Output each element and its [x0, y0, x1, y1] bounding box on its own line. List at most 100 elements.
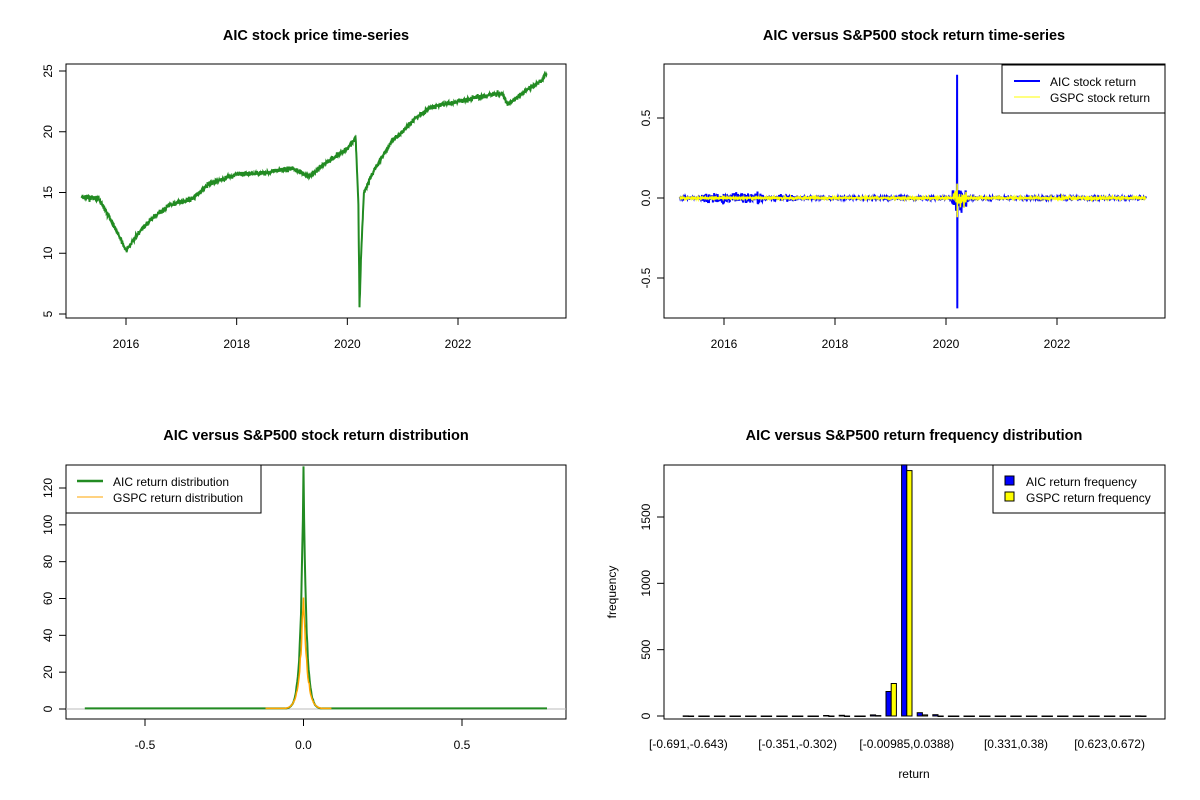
bar-aic [1103, 715, 1111, 717]
x-tick-label: 2016 [113, 337, 140, 351]
bar-aic [1135, 715, 1142, 717]
bar-gspc [843, 715, 851, 717]
bar-gspc [1093, 715, 1100, 717]
bar-aic [994, 715, 1001, 717]
x-tick-label: 2022 [1044, 337, 1071, 351]
y-tick-label: 500 [639, 639, 653, 659]
bar-gspc [1015, 715, 1022, 717]
x-tick-label: [-0.691,-0.643) [649, 737, 728, 751]
y-tick-label: -0.5 [639, 267, 653, 288]
returns-legend-box [1001, 64, 1166, 114]
y-tick-label: 5 [41, 310, 55, 317]
bar-aic [1041, 715, 1048, 717]
bar-gspc [734, 715, 741, 717]
y-tick-label: 120 [41, 478, 55, 498]
x-tick-label: -0.5 [135, 738, 156, 752]
bar-aic [1072, 715, 1079, 717]
gspc-return-line [679, 183, 1147, 218]
x-tick-label: [-0.00985,0.0388) [859, 737, 954, 751]
x-tick-label: 0.5 [454, 738, 471, 752]
bar-gspc [703, 715, 710, 717]
bar-gspc [875, 715, 882, 717]
bar-aic [760, 715, 767, 717]
gspc-density-line [265, 597, 332, 710]
frequency-title: AIC versus S&P500 return frequency distr… [746, 428, 1083, 444]
bar-aic [854, 715, 861, 717]
bar-aic [1057, 715, 1064, 717]
bar-gspc [1124, 715, 1131, 717]
legend-label-aic-return: AIC stock return [1050, 75, 1136, 89]
frequency-xlabel: return [898, 767, 929, 781]
bar-gspc [765, 715, 773, 717]
y-tick-label: 0.5 [639, 109, 653, 126]
legend-swatch-gspc-freq [1004, 491, 1015, 502]
bar-aic [745, 715, 752, 717]
bar-gspc [812, 715, 819, 717]
frequency-panel: AIC versus S&P500 return frequency distr… [605, 428, 1166, 781]
bar-aic [1025, 715, 1033, 717]
bar-gspc [859, 715, 866, 717]
bar-gspc [797, 715, 804, 717]
bar-gspc [1031, 715, 1038, 717]
y-tick-label: 10 [41, 246, 55, 260]
price-panel: AIC stock price time-series 2016 2018 2020… [41, 28, 567, 351]
returns-legend: AIC stock return GSPC stock return [1001, 64, 1166, 114]
bar-gspc [687, 715, 695, 717]
distribution-legend: AIC return distribution GSPC return dist… [65, 464, 262, 514]
bar-aic [682, 715, 689, 717]
x-tick-label: 2018 [822, 337, 849, 351]
bar-gspc [968, 715, 975, 717]
frequency-legend-box [992, 464, 1166, 514]
bar-aic [823, 715, 830, 717]
x-tick-label: 2020 [334, 337, 361, 351]
bar-aic [901, 464, 908, 717]
bar-gspc [750, 715, 757, 717]
y-tick-label: 15 [41, 186, 55, 200]
y-tick-label: 0 [41, 705, 55, 712]
bar-gspc [781, 715, 788, 717]
bar-aic [947, 715, 955, 717]
bar-aic [1119, 715, 1126, 717]
bar-gspc [1046, 715, 1053, 717]
legend-label-gspc-return: GSPC stock return [1050, 91, 1150, 105]
frequency-ylabel: frequency [605, 566, 619, 619]
y-tick-label: 20 [41, 665, 55, 679]
bar-gspc [1077, 715, 1085, 717]
y-tick-label: 25 [41, 64, 55, 78]
x-tick-label: [0.623,0.672) [1074, 737, 1145, 751]
price-line [80, 70, 548, 308]
y-tick-label: 20 [41, 125, 55, 139]
frequency-legend: AIC return frequency GSPC return frequen… [992, 464, 1166, 514]
x-tick-label: 2016 [711, 337, 738, 351]
bar-gspc [1109, 715, 1116, 717]
y-tick-label: 80 [41, 555, 55, 569]
y-tick-label: 0 [639, 712, 653, 719]
price-plot-box [65, 63, 567, 319]
bar-aic [916, 712, 923, 717]
bar-gspc [890, 683, 897, 717]
y-tick-label: 1000 [639, 570, 653, 597]
legend-label-aic-freq: AIC return frequency [1026, 475, 1137, 489]
y-tick-label: 60 [41, 592, 55, 606]
bar-aic [979, 715, 986, 717]
bar-gspc [953, 715, 960, 717]
price-title: AIC stock price time-series [223, 28, 409, 44]
distribution-title: AIC versus S&P500 stock return distribut… [163, 428, 468, 444]
bar-gspc [937, 715, 944, 717]
bar-aic [932, 714, 939, 717]
returns-title: AIC versus S&P500 stock return time-seri… [763, 28, 1065, 44]
x-tick-label: [-0.351,-0.302) [758, 737, 837, 751]
bar-aic [869, 714, 877, 717]
bar-gspc [1062, 715, 1069, 717]
y-tick-label: 40 [41, 628, 55, 642]
bar-aic [713, 715, 721, 717]
bar-gspc [984, 715, 991, 717]
legend-label-gspc-freq: GSPC return frequency [1026, 491, 1151, 505]
bar-gspc [828, 715, 835, 717]
y-tick-label: 100 [41, 515, 55, 535]
bar-aic [963, 715, 970, 717]
x-tick-label: [0.331,0.38) [984, 737, 1048, 751]
legend-label-aic-dist: AIC return distribution [113, 475, 229, 489]
bar-aic [807, 715, 814, 717]
